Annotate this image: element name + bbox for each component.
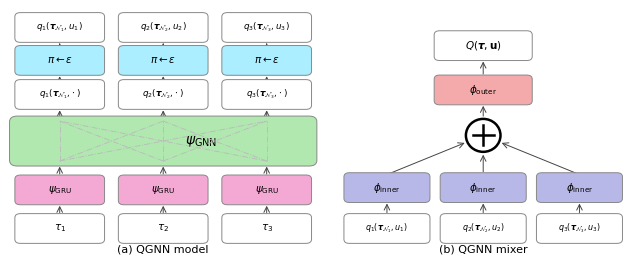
FancyBboxPatch shape (344, 173, 430, 202)
Text: $\tau_2$: $\tau_2$ (157, 223, 169, 234)
FancyBboxPatch shape (222, 12, 312, 42)
FancyBboxPatch shape (222, 45, 312, 75)
FancyBboxPatch shape (536, 173, 623, 202)
Text: $q_1(\boldsymbol{\tau}_{\mathcal{N}_1},u_1)$: $q_1(\boldsymbol{\tau}_{\mathcal{N}_1},u… (365, 222, 408, 235)
FancyBboxPatch shape (222, 175, 312, 205)
Text: (b) QGNN mixer: (b) QGNN mixer (439, 245, 527, 255)
Text: (a) QGNN model: (a) QGNN model (118, 245, 209, 255)
Text: $\pi \leftarrow \epsilon$: $\pi \leftarrow \epsilon$ (150, 55, 176, 65)
Text: $q_3(\boldsymbol{\tau}_{\mathcal{N}_3},u_3)$: $q_3(\boldsymbol{\tau}_{\mathcal{N}_3},u… (243, 21, 290, 34)
FancyBboxPatch shape (118, 79, 208, 109)
FancyBboxPatch shape (118, 214, 208, 243)
Text: $q_1(\boldsymbol{\tau}_{\mathcal{N}_1},\!\cdot)$: $q_1(\boldsymbol{\tau}_{\mathcal{N}_1},\… (39, 88, 81, 101)
FancyBboxPatch shape (15, 12, 104, 42)
FancyBboxPatch shape (434, 75, 532, 105)
Ellipse shape (466, 119, 500, 152)
FancyBboxPatch shape (222, 79, 312, 109)
FancyBboxPatch shape (118, 45, 208, 75)
Text: $\phi_{\mathrm{inner}}$: $\phi_{\mathrm{inner}}$ (373, 181, 401, 195)
Text: $\psi_{\mathrm{GNN}}$: $\psi_{\mathrm{GNN}}$ (185, 134, 217, 148)
FancyBboxPatch shape (440, 173, 526, 202)
Text: $\phi_{\mathrm{outer}}$: $\phi_{\mathrm{outer}}$ (469, 83, 497, 97)
Text: $q_2(\boldsymbol{\tau}_{\mathcal{N}_2},\!\cdot)$: $q_2(\boldsymbol{\tau}_{\mathcal{N}_2},\… (142, 88, 184, 101)
Text: $\tau_3$: $\tau_3$ (260, 223, 273, 234)
Text: $\psi_{\mathrm{GRU}}$: $\psi_{\mathrm{GRU}}$ (47, 184, 72, 196)
FancyBboxPatch shape (434, 31, 532, 61)
FancyBboxPatch shape (440, 214, 526, 243)
Text: $\phi_{\mathrm{inner}}$: $\phi_{\mathrm{inner}}$ (469, 181, 497, 195)
Text: $Q(\boldsymbol{\tau}, \mathbf{u})$: $Q(\boldsymbol{\tau}, \mathbf{u})$ (465, 39, 502, 52)
Text: $\pi \leftarrow \epsilon$: $\pi \leftarrow \epsilon$ (253, 55, 280, 65)
Text: $\psi_{\mathrm{GRU}}$: $\psi_{\mathrm{GRU}}$ (151, 184, 175, 196)
FancyBboxPatch shape (15, 175, 104, 205)
Text: $q_1(\boldsymbol{\tau}_{\mathcal{N}_1},u_1)$: $q_1(\boldsymbol{\tau}_{\mathcal{N}_1},u… (36, 21, 83, 34)
Text: $\psi_{\mathrm{GRU}}$: $\psi_{\mathrm{GRU}}$ (255, 184, 279, 196)
Text: $\tau_1$: $\tau_1$ (54, 223, 66, 234)
Text: $\phi_{\mathrm{inner}}$: $\phi_{\mathrm{inner}}$ (566, 181, 593, 195)
FancyBboxPatch shape (15, 79, 104, 109)
FancyBboxPatch shape (15, 45, 104, 75)
Text: $q_3(\boldsymbol{\tau}_{\mathcal{N}_3},\!\cdot)$: $q_3(\boldsymbol{\tau}_{\mathcal{N}_3},\… (246, 88, 287, 101)
Text: $q_3(\boldsymbol{\tau}_{\mathcal{N}_3},u_3)$: $q_3(\boldsymbol{\tau}_{\mathcal{N}_3},u… (558, 222, 601, 235)
FancyBboxPatch shape (536, 214, 623, 243)
FancyBboxPatch shape (15, 214, 104, 243)
FancyBboxPatch shape (10, 116, 317, 166)
FancyBboxPatch shape (344, 214, 430, 243)
Text: $\pi \leftarrow \epsilon$: $\pi \leftarrow \epsilon$ (47, 55, 73, 65)
FancyBboxPatch shape (222, 214, 312, 243)
Text: $q_2(\boldsymbol{\tau}_{\mathcal{N}_2},u_2)$: $q_2(\boldsymbol{\tau}_{\mathcal{N}_2},u… (461, 222, 505, 235)
FancyBboxPatch shape (118, 175, 208, 205)
FancyBboxPatch shape (118, 12, 208, 42)
Text: $q_2(\boldsymbol{\tau}_{\mathcal{N}_2},u_2)$: $q_2(\boldsymbol{\tau}_{\mathcal{N}_2},u… (140, 21, 187, 34)
